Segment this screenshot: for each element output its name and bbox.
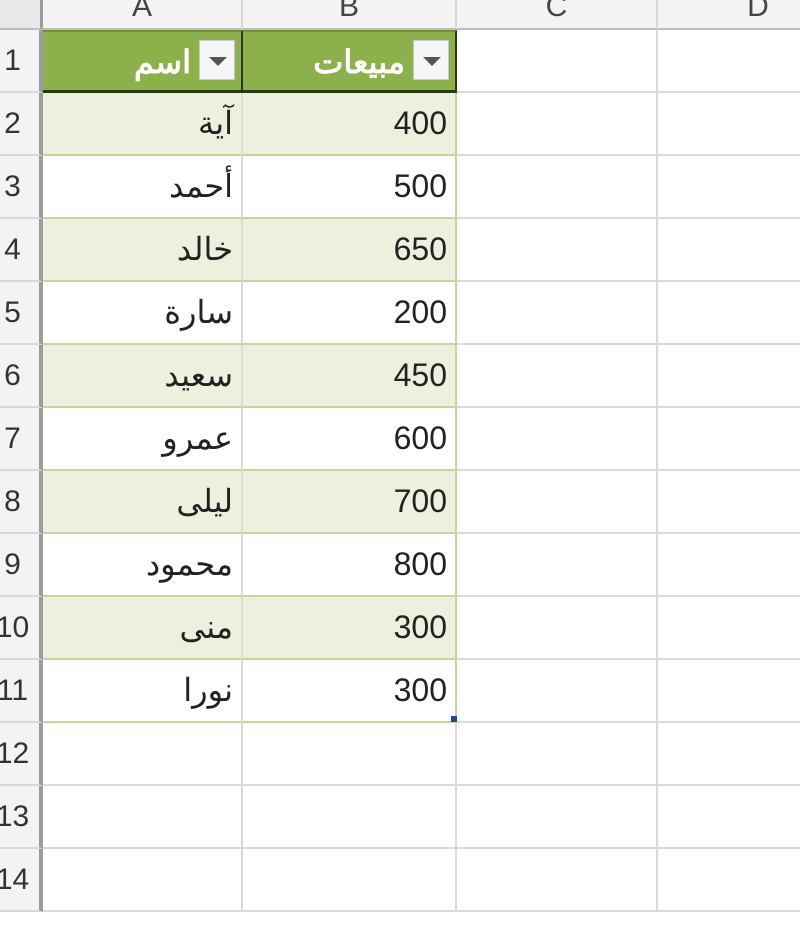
cell-d9[interactable] bbox=[658, 534, 800, 597]
select-all-corner[interactable] bbox=[0, 0, 43, 30]
cell-c9[interactable] bbox=[457, 534, 658, 597]
row-header-3[interactable]: 3 bbox=[0, 156, 43, 219]
cell-d6[interactable] bbox=[658, 345, 800, 408]
column-header-b[interactable]: B bbox=[243, 0, 457, 30]
cell-d3[interactable] bbox=[658, 156, 800, 219]
cell-d1[interactable] bbox=[658, 30, 800, 93]
cell-b11[interactable]: 300 bbox=[243, 660, 457, 723]
cell-c1[interactable] bbox=[457, 30, 658, 93]
table-resize-handle[interactable] bbox=[451, 716, 457, 722]
cell-b14[interactable] bbox=[243, 849, 457, 912]
cell-c12[interactable] bbox=[457, 723, 658, 786]
cell-d14[interactable] bbox=[658, 849, 800, 912]
cell-a4[interactable]: خالد bbox=[43, 219, 243, 282]
cell-c10[interactable] bbox=[457, 597, 658, 660]
cell-b13[interactable] bbox=[243, 786, 457, 849]
row-header-14[interactable]: 14 bbox=[0, 849, 43, 912]
cell-b6[interactable]: 450 bbox=[243, 345, 457, 408]
cell-d11[interactable] bbox=[658, 660, 800, 723]
cell-d7[interactable] bbox=[658, 408, 800, 471]
cell-a2[interactable]: آية bbox=[43, 93, 243, 156]
row-header-7[interactable]: 7 bbox=[0, 408, 43, 471]
cell-a3[interactable]: أحمد bbox=[43, 156, 243, 219]
row-header-8[interactable]: 8 bbox=[0, 471, 43, 534]
cell-b4[interactable]: 650 bbox=[243, 219, 457, 282]
cell-b8[interactable]: 700 bbox=[243, 471, 457, 534]
cell-d5[interactable] bbox=[658, 282, 800, 345]
row-header-6[interactable]: 6 bbox=[0, 345, 43, 408]
cell-c4[interactable] bbox=[457, 219, 658, 282]
row-header-1[interactable]: 1 bbox=[0, 30, 43, 93]
row-header-9[interactable]: 9 bbox=[0, 534, 43, 597]
cell-c8[interactable] bbox=[457, 471, 658, 534]
cell-b10[interactable]: 300 bbox=[243, 597, 457, 660]
row-header-10[interactable]: 10 bbox=[0, 597, 43, 660]
cell-b12[interactable] bbox=[243, 723, 457, 786]
cell-b3[interactable]: 500 bbox=[243, 156, 457, 219]
cell-a12[interactable] bbox=[43, 723, 243, 786]
cell-a11[interactable]: نورا bbox=[43, 660, 243, 723]
row-header-13[interactable]: 13 bbox=[0, 786, 43, 849]
cell-d2[interactable] bbox=[658, 93, 800, 156]
cell-a6[interactable]: سعيد bbox=[43, 345, 243, 408]
cell-c2[interactable] bbox=[457, 93, 658, 156]
cell-a8[interactable]: ليلى bbox=[43, 471, 243, 534]
row-header-12[interactable]: 12 bbox=[0, 723, 43, 786]
cell-d8[interactable] bbox=[658, 471, 800, 534]
cell-b7[interactable]: 600 bbox=[243, 408, 457, 471]
cell-d4[interactable] bbox=[658, 219, 800, 282]
cell-d12[interactable] bbox=[658, 723, 800, 786]
row-header-11[interactable]: 11 bbox=[0, 660, 43, 723]
cell-a14[interactable] bbox=[43, 849, 243, 912]
cell-a9[interactable]: محمود bbox=[43, 534, 243, 597]
cell-a7[interactable]: عمرو bbox=[43, 408, 243, 471]
cell-b2[interactable]: 400 bbox=[243, 93, 457, 156]
cell-a1[interactable]: اسم bbox=[43, 30, 243, 93]
cell-c11[interactable] bbox=[457, 660, 658, 723]
cell-d10[interactable] bbox=[658, 597, 800, 660]
row-header-5[interactable]: 5 bbox=[0, 282, 43, 345]
cell-c13[interactable] bbox=[457, 786, 658, 849]
cell-a10[interactable]: منى bbox=[43, 597, 243, 660]
column-header-a[interactable]: A bbox=[43, 0, 243, 30]
cell-c6[interactable] bbox=[457, 345, 658, 408]
row-header-4[interactable]: 4 bbox=[0, 219, 43, 282]
cell-b9[interactable]: 800 bbox=[243, 534, 457, 597]
row-header-2[interactable]: 2 bbox=[0, 93, 43, 156]
cell-a13[interactable] bbox=[43, 786, 243, 849]
cell-b1[interactable]: مبيعات bbox=[243, 30, 457, 93]
cell-c14[interactable] bbox=[457, 849, 658, 912]
cell-a5[interactable]: سارة bbox=[43, 282, 243, 345]
filter-dropdown-button[interactable] bbox=[413, 40, 449, 80]
column-header-c[interactable]: C bbox=[457, 0, 658, 30]
cell-c7[interactable] bbox=[457, 408, 658, 471]
cell-c5[interactable] bbox=[457, 282, 658, 345]
filter-dropdown-button[interactable] bbox=[199, 40, 235, 80]
cell-c3[interactable] bbox=[457, 156, 658, 219]
cell-b5[interactable]: 200 bbox=[243, 282, 457, 345]
column-header-d[interactable]: D bbox=[658, 0, 800, 30]
cell-d13[interactable] bbox=[658, 786, 800, 849]
